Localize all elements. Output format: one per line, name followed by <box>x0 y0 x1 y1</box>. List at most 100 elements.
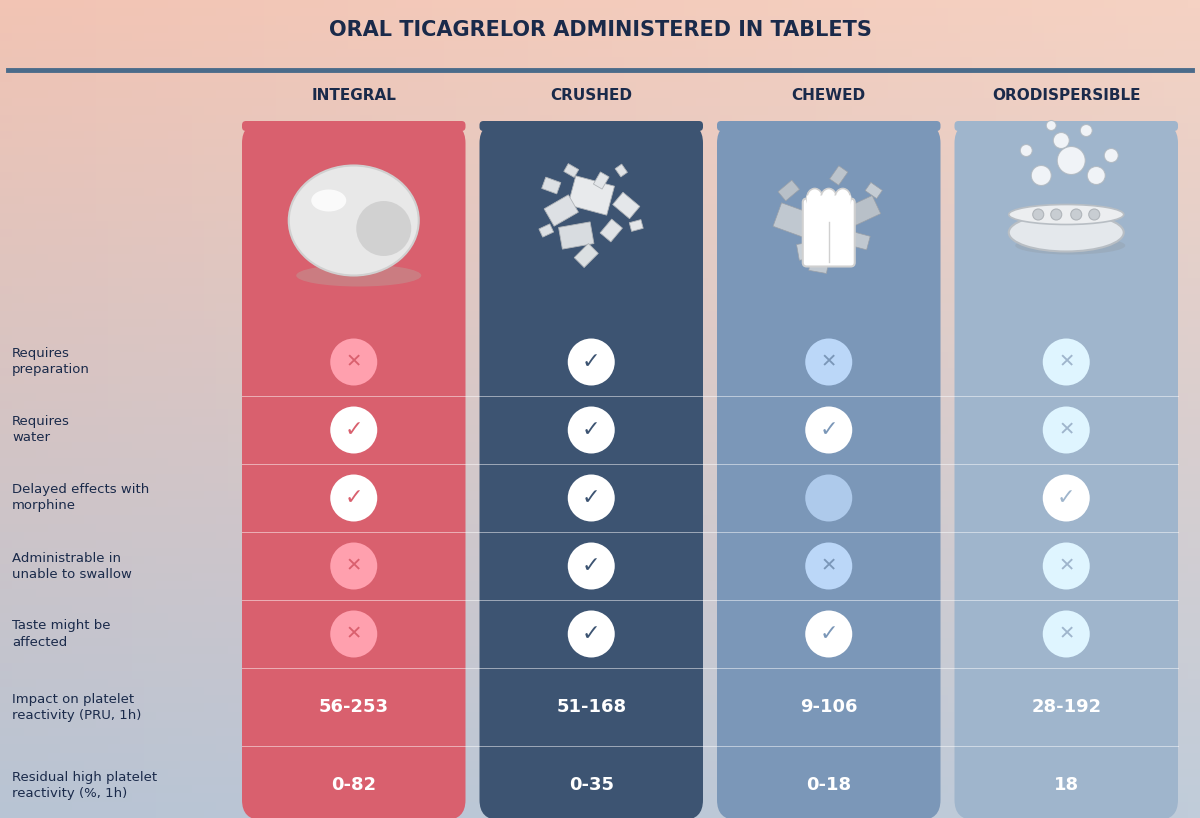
Polygon shape <box>865 182 882 199</box>
Circle shape <box>1057 146 1085 174</box>
Circle shape <box>568 339 614 385</box>
Circle shape <box>805 407 852 453</box>
Text: Impact on platelet
reactivity (PRU, 1h): Impact on platelet reactivity (PRU, 1h) <box>12 693 142 721</box>
Circle shape <box>1020 145 1032 156</box>
Circle shape <box>330 542 377 590</box>
Polygon shape <box>539 224 553 237</box>
Ellipse shape <box>311 190 347 212</box>
Polygon shape <box>773 203 815 238</box>
Text: INTEGRAL: INTEGRAL <box>311 88 396 104</box>
Circle shape <box>1088 209 1099 220</box>
FancyBboxPatch shape <box>480 123 703 818</box>
FancyBboxPatch shape <box>480 121 703 131</box>
Text: ✕: ✕ <box>346 556 362 576</box>
Text: 18: 18 <box>1054 776 1079 794</box>
Text: CRUSHED: CRUSHED <box>551 88 632 104</box>
Polygon shape <box>797 240 821 260</box>
Text: ✓: ✓ <box>582 488 600 508</box>
Text: 0-35: 0-35 <box>569 776 613 794</box>
Polygon shape <box>575 244 599 267</box>
Circle shape <box>805 474 852 522</box>
Polygon shape <box>847 231 870 249</box>
Ellipse shape <box>835 188 851 209</box>
Polygon shape <box>558 222 594 249</box>
Circle shape <box>1051 209 1062 220</box>
Text: Requires
water: Requires water <box>12 416 70 444</box>
Text: ✓: ✓ <box>582 624 600 644</box>
Text: Delayed effects with
morphine: Delayed effects with morphine <box>12 483 149 513</box>
Polygon shape <box>564 164 578 178</box>
Polygon shape <box>594 172 610 189</box>
Text: Taste might be
affected: Taste might be affected <box>12 619 110 649</box>
Ellipse shape <box>289 165 419 276</box>
Circle shape <box>1043 542 1090 590</box>
Circle shape <box>1080 124 1092 137</box>
Polygon shape <box>600 219 623 242</box>
Circle shape <box>568 474 614 522</box>
Text: ✓: ✓ <box>820 624 838 644</box>
Circle shape <box>1046 120 1056 131</box>
Ellipse shape <box>1009 204 1123 224</box>
Circle shape <box>330 474 377 522</box>
Ellipse shape <box>806 188 823 209</box>
FancyBboxPatch shape <box>242 121 466 131</box>
FancyBboxPatch shape <box>954 123 1178 818</box>
Text: ✕: ✕ <box>346 353 362 371</box>
Circle shape <box>1043 339 1090 385</box>
Polygon shape <box>809 258 829 273</box>
Text: ✓: ✓ <box>582 420 600 440</box>
Text: ✕: ✕ <box>821 353 836 371</box>
Polygon shape <box>541 178 560 194</box>
FancyBboxPatch shape <box>718 121 941 131</box>
Text: Residual high platelet
reactivity (%, 1h): Residual high platelet reactivity (%, 1h… <box>12 771 157 799</box>
Text: 28-192: 28-192 <box>1031 698 1102 716</box>
Circle shape <box>1043 610 1090 658</box>
Text: Requires
preparation: Requires preparation <box>12 348 90 376</box>
FancyBboxPatch shape <box>806 196 851 231</box>
Ellipse shape <box>1009 213 1123 251</box>
Text: ✓: ✓ <box>344 488 364 508</box>
Text: ✕: ✕ <box>1058 556 1074 576</box>
Ellipse shape <box>821 188 836 209</box>
Text: 0-82: 0-82 <box>331 776 377 794</box>
Circle shape <box>805 610 852 658</box>
Circle shape <box>1104 149 1118 163</box>
Text: ✕: ✕ <box>821 556 836 576</box>
Text: ✕: ✕ <box>1058 420 1074 439</box>
Circle shape <box>568 407 614 453</box>
Ellipse shape <box>356 201 412 256</box>
Circle shape <box>330 407 377 453</box>
Text: ✕: ✕ <box>1058 624 1074 644</box>
FancyBboxPatch shape <box>242 123 466 818</box>
Polygon shape <box>568 176 614 215</box>
Circle shape <box>1031 165 1051 186</box>
Circle shape <box>330 339 377 385</box>
Text: 0-18: 0-18 <box>806 776 851 794</box>
Polygon shape <box>629 219 643 231</box>
Circle shape <box>1033 209 1044 220</box>
FancyBboxPatch shape <box>803 199 854 267</box>
Text: ORODISPERSIBLE: ORODISPERSIBLE <box>992 88 1140 104</box>
Text: ✓: ✓ <box>582 352 600 372</box>
Text: 56-253: 56-253 <box>319 698 389 716</box>
FancyBboxPatch shape <box>718 123 941 818</box>
Text: 9-106: 9-106 <box>800 698 858 716</box>
Circle shape <box>805 542 852 590</box>
Text: Administrable in
unable to swallow: Administrable in unable to swallow <box>12 551 132 581</box>
Polygon shape <box>847 196 881 226</box>
Polygon shape <box>544 195 578 226</box>
Circle shape <box>1043 407 1090 453</box>
Circle shape <box>1087 167 1105 185</box>
Circle shape <box>330 610 377 658</box>
Text: ✓: ✓ <box>820 420 838 440</box>
Circle shape <box>1043 474 1090 522</box>
Circle shape <box>1054 133 1069 149</box>
Polygon shape <box>778 180 799 201</box>
Polygon shape <box>616 164 628 177</box>
Text: ✓: ✓ <box>344 420 364 440</box>
Circle shape <box>1070 209 1081 220</box>
Text: ORAL TICAGRELOR ADMINISTERED IN TABLETS: ORAL TICAGRELOR ADMINISTERED IN TABLETS <box>329 20 871 40</box>
Polygon shape <box>829 166 848 185</box>
Text: ✕: ✕ <box>1058 353 1074 371</box>
Circle shape <box>568 542 614 590</box>
